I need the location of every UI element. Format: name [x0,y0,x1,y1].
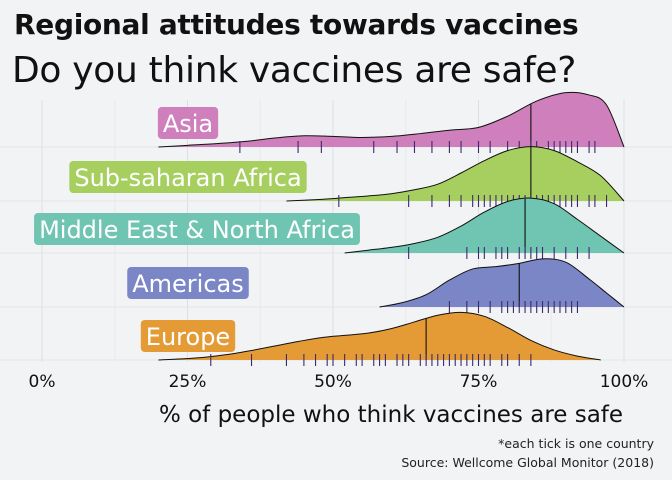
label-box [69,161,307,193]
label-box [34,213,360,245]
label-europe: Europe [140,320,236,352]
label-asia: Asia [157,107,219,139]
density-area [158,312,601,360]
x-tick-label: 100% [600,372,649,392]
chart-subtitle: Do you think vaccines are safe? [12,50,577,91]
ridge-middle-east-north-africa [344,197,625,259]
density-outline [158,91,625,148]
x-tick-label: 50% [314,372,352,392]
x-tick-label: 25% [169,372,207,392]
density-area [344,198,624,253]
x-axis-label: % of people who think vaccines are safe [159,402,623,428]
ridges [158,91,625,366]
label-sub-saharan-africa: Sub-saharan Africa [69,161,307,193]
label-text: Middle East & North Africa [39,216,355,244]
density-outline [344,197,625,254]
label-text: Europe [146,323,230,351]
density-area [286,146,624,201]
caption-note: *each tick is one country [498,436,654,451]
label-americas: Americas [127,267,249,299]
ridge-sub-saharan-africa [286,146,625,207]
label-text: Sub-saharan Africa [74,164,301,192]
ridge-asia [158,91,625,153]
x-axis: 0% 25% 50% 75% 100% % of people who think vac… [29,372,649,428]
label-middle-east-north-africa: Middle East & North Africa [34,213,360,245]
region-labels: Asia Sub-saharan Africa Middle East & Nort… [34,107,360,352]
label-box [140,320,236,352]
label-text: Americas [132,270,244,298]
density-area [158,92,624,147]
label-text: Asia [163,110,213,138]
density-outline [286,146,625,202]
density-outline [379,258,625,308]
chart-title: Regional attitudes towards vaccines [14,8,579,41]
label-box [127,267,249,299]
ridge-europe [158,311,601,366]
density-outline [158,311,601,361]
caption-source: Source: Wellcome Global Monitor (2018) [401,455,654,470]
density-area [379,258,624,307]
x-tick-label: 75% [460,372,498,392]
ridge-americas [379,258,625,313]
x-tick-label: 0% [29,372,56,392]
label-box [157,107,219,139]
